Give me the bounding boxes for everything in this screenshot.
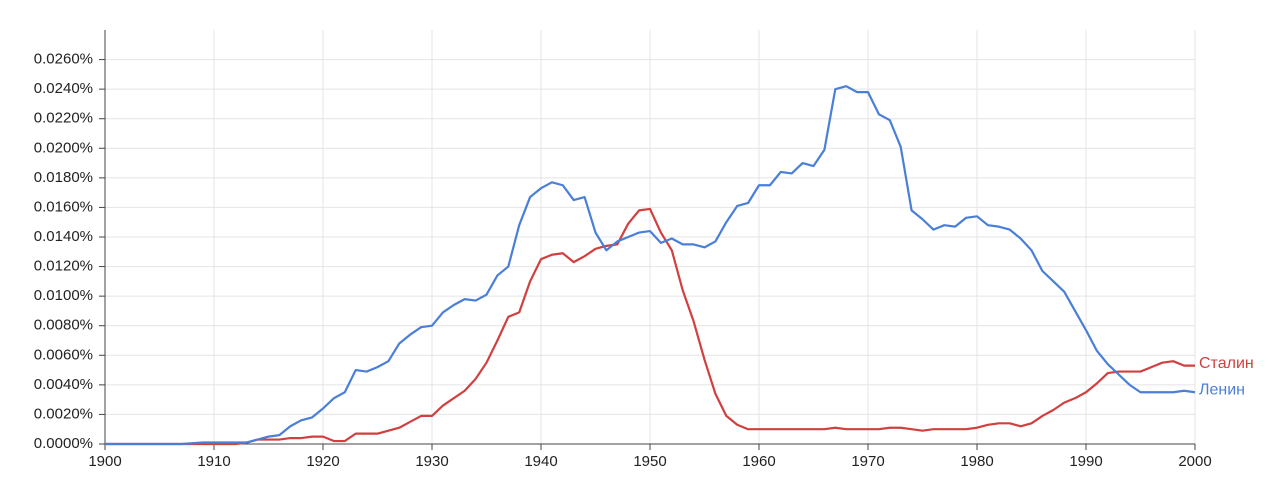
y-tick-label: 0.0000%: [34, 435, 93, 452]
series-label: Сталин: [1199, 355, 1254, 372]
y-tick-label: 0.0040%: [34, 376, 93, 393]
series-line: [105, 207, 1195, 446]
x-tick-label: 1980: [960, 453, 993, 470]
x-tick-label: 1960: [742, 453, 775, 470]
series-line: [105, 85, 1196, 446]
x-tick-label: 1940: [524, 453, 557, 470]
y-tick-label: 0.0100%: [34, 287, 93, 304]
x-tick-label: 1910: [197, 453, 230, 470]
y-tick-label: 0.0140%: [34, 228, 93, 245]
y-tick-label: 0.0160%: [34, 198, 93, 215]
x-tick-label: 2000: [1178, 453, 1211, 470]
y-tick-label: 0.0020%: [34, 405, 93, 422]
x-tick-label: 1950: [633, 453, 666, 470]
y-tick-label: 0.0080%: [34, 317, 93, 334]
y-tick-label: 0.0200%: [34, 139, 93, 156]
y-tick-label: 0.0240%: [34, 80, 93, 97]
y-tick-label: 0.0060%: [34, 346, 93, 363]
x-tick-label: 1990: [1069, 453, 1102, 470]
series-label: Ленин: [1199, 381, 1245, 398]
x-tick-label: 1930: [415, 453, 448, 470]
x-tick-label: 1900: [88, 453, 121, 470]
y-tick-label: 0.0260%: [34, 51, 93, 68]
x-tick-label: 1970: [851, 453, 884, 470]
y-tick-label: 0.0180%: [34, 169, 93, 186]
y-tick-label: 0.0120%: [34, 258, 93, 275]
x-tick-label: 1920: [306, 453, 339, 470]
y-tick-label: 0.0220%: [34, 110, 93, 127]
